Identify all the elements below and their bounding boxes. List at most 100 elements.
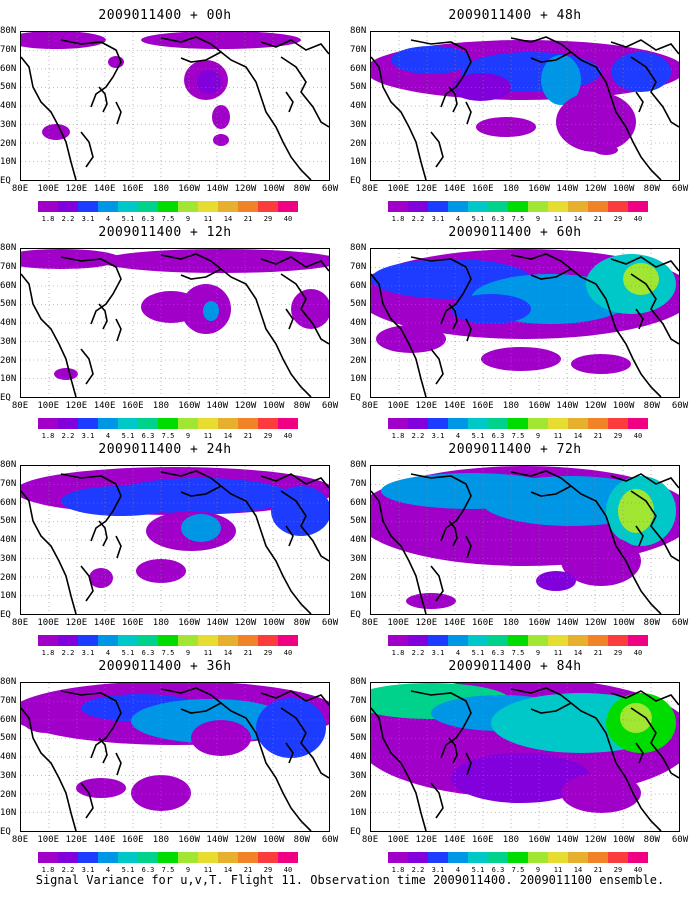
colorbar-label: 2.2 [61, 432, 75, 440]
lat-tick-label: 70N [0, 261, 17, 272]
colorbar-swatch [628, 635, 648, 646]
panel-title: 2009011400 + 12h [98, 225, 232, 240]
lon-tick-label: 180 [152, 618, 170, 628]
lon-tick-label: 140E [443, 618, 466, 628]
colorbar-label: 11 [553, 866, 563, 874]
lat-tick-label: 80N [350, 677, 367, 687]
coastline [60, 473, 122, 542]
coastline [60, 39, 122, 108]
colorbar-label: 2.2 [61, 215, 75, 223]
coastline [285, 525, 294, 547]
lon-tick-label: 160W [178, 835, 200, 845]
colorbar-label: 9 [185, 432, 191, 440]
coastline [80, 131, 94, 168]
variance-region [481, 347, 561, 371]
lon-tick-label: 160W [178, 618, 200, 628]
lat-tick-label: 30N [0, 770, 17, 781]
colorbar-label: 14 [223, 649, 233, 657]
coastline [80, 565, 94, 602]
colorbar-label: 11 [203, 866, 213, 874]
colorbar-label: 7.5 [511, 649, 525, 657]
lon-tick-label: 60W [671, 401, 689, 411]
colorbar-swatch [158, 418, 178, 429]
lat-tick-label: 80N [0, 460, 17, 470]
lat-tick-label: 60N [350, 63, 367, 74]
variance-region [76, 778, 126, 798]
lat-tick-label: 10N [0, 374, 17, 385]
colorbar-label: 29 [613, 649, 623, 657]
lon-tick-label: 140W [206, 401, 229, 411]
coastline [21, 273, 77, 397]
lon-tick-label: 140E [443, 401, 466, 411]
panel-6: 2009011400 + 72h 80N 70N 60N 50N 40N 30N 20N 10N… [350, 442, 688, 657]
colorbar-swatch [238, 852, 258, 863]
colorbar-swatch [608, 201, 628, 212]
coastline [630, 707, 679, 779]
colorbar-label: 7.5 [161, 649, 175, 657]
coastline [260, 473, 329, 489]
lat-tick-label: 30N [350, 119, 367, 130]
colorbar-swatch [258, 635, 278, 646]
lat-tick-label: 10N [350, 157, 367, 168]
colorbar-label: 3.1 [81, 649, 95, 657]
colorbar-swatch [58, 418, 78, 429]
lon-tick-label: 160E [471, 618, 494, 628]
panel-title: 2009011400 + 72h [448, 442, 582, 457]
coastline [465, 752, 472, 776]
lat-tick-label: 50N [350, 733, 367, 744]
coastline [530, 268, 572, 280]
lon-tick-label: 140E [443, 835, 466, 845]
colorbar-swatch [218, 635, 238, 646]
colorbar-label: 2.2 [411, 866, 425, 874]
coastline [160, 253, 312, 397]
lat-tick-label: EQ [0, 827, 11, 837]
lon-tick-label: 120W [234, 184, 257, 194]
colorbar-label: 6.3 [491, 649, 505, 657]
colorbar-label: 21 [243, 866, 253, 874]
lon-tick-label: 80W [293, 184, 310, 194]
lon-tick-label: 100E [37, 835, 60, 845]
colorbar-swatch [628, 201, 648, 212]
map-plot [20, 682, 330, 832]
variance-region [451, 753, 591, 803]
map-svg [21, 466, 329, 614]
variance-region [256, 698, 326, 758]
lon-tick-label: 140E [443, 184, 466, 194]
coastline [60, 690, 122, 759]
figure-caption: Signal Variance for u,v,T. Flight 11. Ob… [35, 873, 665, 887]
colorbar-swatch [488, 418, 508, 429]
lon-tick-label: 140W [556, 618, 579, 628]
lat-tick-label: 60N [0, 714, 17, 725]
variance-region [42, 124, 70, 140]
coastline [630, 56, 679, 128]
colorbar-label: 14 [223, 866, 233, 874]
colorbar-swatch [488, 852, 508, 863]
lon-tick-label: 80E [361, 401, 379, 411]
lon-tick-label: 160E [471, 401, 494, 411]
lon-tick-label: 100W [612, 618, 635, 628]
variance-region [620, 703, 652, 733]
lon-tick-label: 120E [415, 618, 438, 628]
colorbar-label: 14 [223, 215, 233, 223]
coastline [280, 273, 329, 345]
lat-tick-label: 70N [350, 478, 367, 489]
variance-region [89, 568, 113, 588]
lat-tick-label: 60N [350, 280, 367, 291]
lon-tick-label: 160E [121, 184, 144, 194]
colorbar-swatch [388, 418, 408, 429]
variance-region [101, 249, 329, 273]
variance-region [451, 73, 511, 101]
lat-tick-label: EQ [0, 610, 11, 620]
colorbar-label: 9 [535, 215, 541, 223]
lat-tick-label: 60N [0, 497, 17, 508]
coastline [410, 473, 472, 542]
colorbar-label: 29 [613, 432, 623, 440]
lat-tick-label: 40N [350, 101, 367, 111]
map-plot [370, 682, 680, 832]
colorbar-swatch [608, 418, 628, 429]
coastline [630, 490, 679, 562]
colorbar-label: 9 [185, 215, 191, 223]
colorbar-label: 1.8 [391, 866, 405, 874]
coastline [635, 308, 644, 330]
coastline [60, 256, 122, 325]
